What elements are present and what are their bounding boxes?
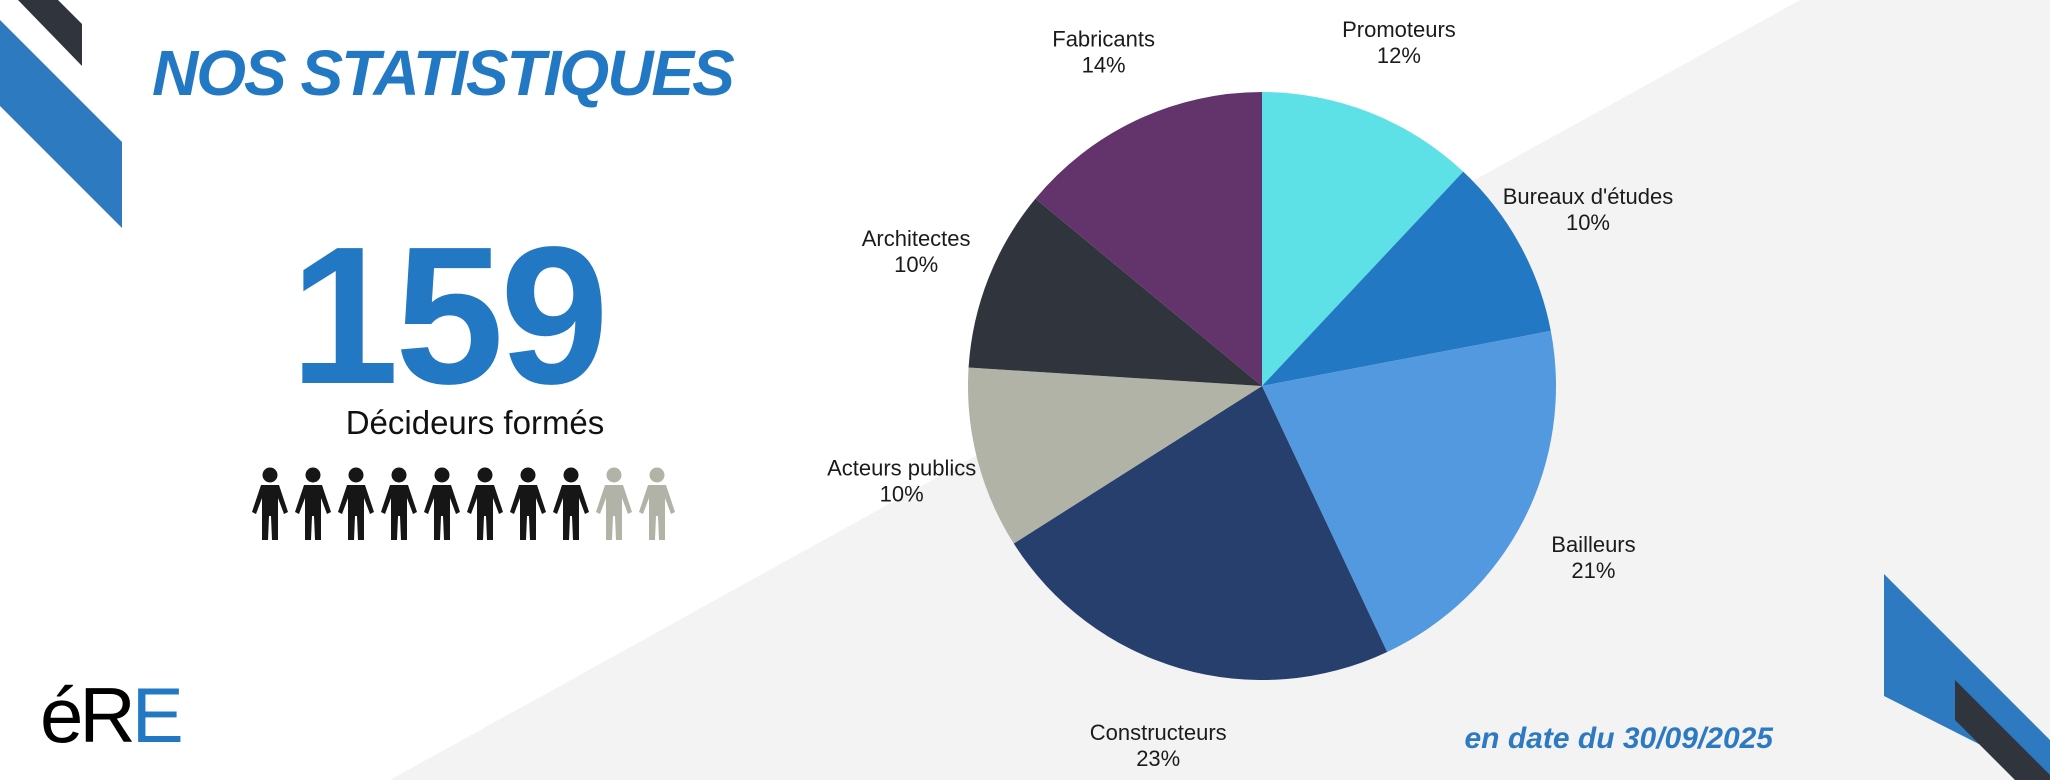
person-icon	[553, 467, 589, 540]
pie-slice	[968, 198, 1262, 386]
person-icon	[639, 467, 675, 540]
pie-chart	[967, 91, 1556, 680]
slice-label: Architectes	[862, 226, 971, 251]
slice-value-label: 10%	[1566, 210, 1610, 235]
slice-value-label: 10%	[894, 252, 938, 277]
pie-slice	[1262, 171, 1551, 386]
slice-value-label: 21%	[1571, 558, 1615, 583]
slice-label: Constructeurs	[1090, 720, 1227, 745]
trained-count-caption: Décideurs formés	[345, 404, 605, 441]
person-icon	[338, 467, 374, 540]
pie-slice	[1035, 91, 1262, 386]
pie-slice	[1262, 330, 1556, 653]
slice-value-label: 10%	[880, 482, 924, 507]
pie-slice	[967, 367, 1262, 544]
slice-label: Fabricants	[1052, 26, 1155, 51]
pie-slice	[1262, 91, 1464, 386]
person-icon	[424, 467, 460, 540]
person-icon	[596, 467, 632, 540]
date-note: en date du 30/09/2025	[1464, 722, 1774, 755]
slice-label: Bailleurs	[1551, 532, 1635, 557]
people-icon-row	[252, 467, 675, 540]
corner-decoration-bottom-right	[1884, 574, 2050, 780]
slice-value-label: 23%	[1136, 746, 1180, 771]
person-icon	[381, 467, 417, 540]
slice-value-label: 14%	[1082, 52, 1126, 77]
corner-decoration-top-left	[0, 0, 122, 228]
slice-label: Acteurs publics	[827, 456, 976, 481]
ere-logo: éRE	[40, 671, 184, 759]
person-icon	[295, 467, 331, 540]
trained-count: 159	[290, 206, 609, 425]
slice-label: Promoteurs	[1342, 17, 1456, 42]
person-icon	[252, 467, 288, 540]
pie-slice	[1013, 386, 1388, 680]
slice-value-label: 12%	[1377, 43, 1421, 68]
page-title: NOS STATISTIQUES	[152, 37, 735, 109]
slice-label: Bureaux d'études	[1503, 184, 1674, 209]
person-icon	[467, 467, 503, 540]
person-icon	[510, 467, 546, 540]
